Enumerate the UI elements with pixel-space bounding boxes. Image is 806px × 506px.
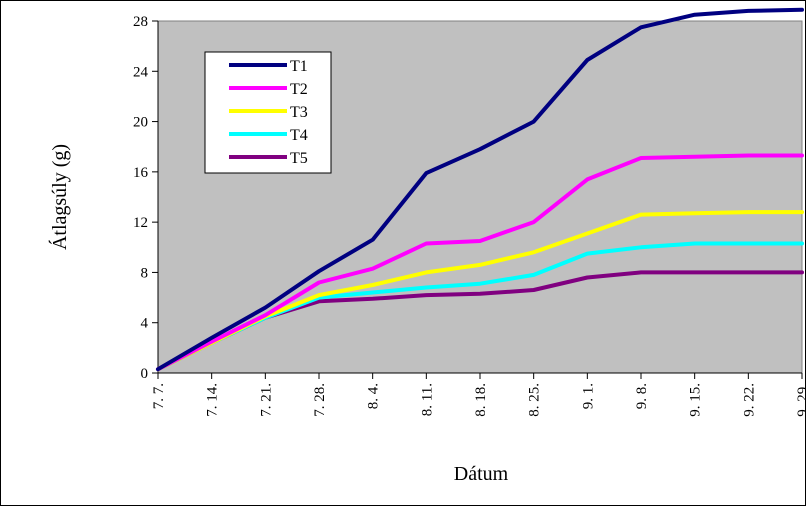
series-line-t2 [156,153,804,372]
x-tick-label: 9. 1. [580,383,596,409]
legend-label-t2: T2 [290,81,308,98]
y-tick-label: 16 [133,165,149,181]
legend-label-t5: T5 [290,150,308,167]
x-tick-label: 8. 18. [473,383,489,417]
x-tick-label: 8. 4. [366,383,382,409]
legend: T1 T2 T3 T4 T5 [204,51,332,174]
series-layer [156,7,804,372]
x-tick-label: 7. 21. [258,383,274,417]
x-axis: 7. 7. 7. 14. 7. 21. 7. 28. 8. 4. 8. 11. 8. 18.… [151,372,806,417]
y-tick-label: 28 [133,14,148,30]
y-tick-label: 20 [133,115,148,131]
x-tick-label: 9. 8. [634,383,650,409]
x-tick-label: 8. 11. [419,383,435,416]
series-line-t1 [156,7,804,372]
y-tick-label: 4 [141,316,149,332]
legend-label-t3: T3 [290,104,308,121]
x-tick-label: 9. 15. [688,383,704,417]
y-tick-label: 8 [141,265,149,281]
x-tick-label: 9. 22. [741,383,757,417]
y-axis-title: Átlagsúly (g) [48,144,71,250]
x-tick-label: 9. 29. [795,383,806,417]
x-tick-label: 8. 25. [527,383,543,417]
y-tick-label: 0 [141,366,149,382]
y-tick-label: 12 [133,215,148,231]
y-tick-label: 24 [133,64,149,80]
x-tick-label: 7. 14. [205,383,221,417]
legend-label-t1: T1 [290,58,308,75]
x-tick-label: 7. 28. [312,383,328,417]
x-axis-title: Dátum [454,463,509,485]
legend-label-t4: T4 [290,127,308,144]
x-tick-label: 7. 7. [151,383,167,409]
y-axis: 0 4 8 12 16 20 24 28 [133,14,159,382]
